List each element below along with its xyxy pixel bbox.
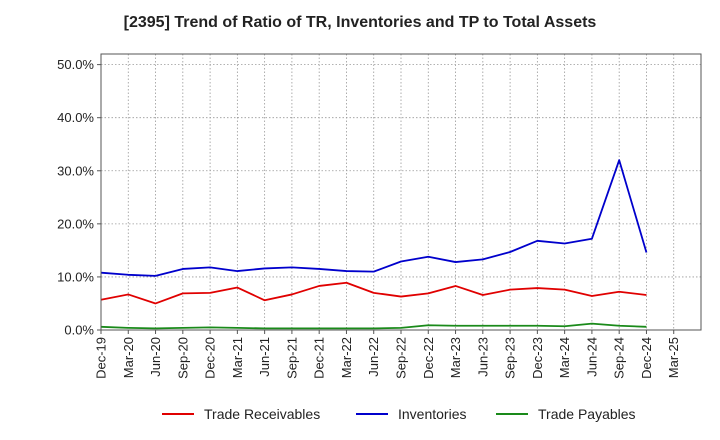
series-line-trade-receivables: [100, 281, 647, 305]
x-tick-label: Dec-19: [94, 337, 109, 379]
x-tick-label: Dec-22: [421, 337, 436, 379]
x-tick-label: Mar-22: [339, 337, 354, 378]
y-tick-label: 40.0%: [57, 110, 94, 125]
x-axis-ticks: Dec-19 Mar-20 Jun-20 Sep-20 Dec-20 Mar-21 Jun-…: [94, 330, 681, 379]
series-line-trade-payables: [100, 322, 647, 330]
x-tick-label: Sep-20: [175, 337, 190, 379]
plot-frame: [100, 53, 702, 331]
x-tick-label: Mar-25: [666, 337, 681, 378]
chart-title: [2395] Trend of Ratio of TR, Inventories…: [123, 14, 597, 31]
legend-label: Trade Payables: [538, 406, 636, 422]
x-tick-label: Jun-20: [148, 337, 163, 377]
x-tick-label: Jun-24: [584, 337, 599, 377]
x-tick-label: Mar-24: [557, 337, 572, 378]
x-tick-label: Sep-23: [503, 337, 518, 379]
x-tick-label: Dec-23: [530, 337, 545, 379]
legend: Trade Receivables Inventories Trade Payabl…: [162, 406, 636, 422]
x-tick-label: Sep-21: [284, 337, 299, 379]
grid-lines: [101, 54, 701, 330]
y-tick-label: 20.0%: [57, 216, 94, 231]
series-lines: [100, 159, 648, 330]
y-tick-label: 50.0%: [57, 57, 94, 72]
y-axis-ticks: 0.0% 10.0% 20.0% 30.0% 40.0% 50.0%: [57, 57, 101, 338]
y-tick-label: 10.0%: [57, 269, 94, 284]
legend-label: Inventories: [398, 406, 466, 422]
x-tick-label: Mar-23: [448, 337, 463, 378]
x-tick-label: Dec-24: [639, 337, 654, 379]
x-tick-label: Dec-21: [312, 337, 327, 379]
y-tick-label: 0.0%: [64, 323, 94, 338]
y-tick-label: 30.0%: [57, 163, 94, 178]
x-tick-label: Jun-22: [366, 337, 381, 377]
x-tick-label: Sep-22: [394, 337, 409, 379]
x-tick-label: Jun-23: [475, 337, 490, 377]
x-tick-label: Jun-21: [257, 337, 272, 377]
x-tick-label: Dec-20: [203, 337, 218, 379]
x-tick-label: Sep-24: [612, 337, 627, 379]
legend-label: Trade Receivables: [204, 406, 320, 422]
series-line-inventories: [100, 159, 648, 277]
x-tick-label: Mar-21: [230, 337, 245, 378]
x-tick-label: Mar-20: [121, 337, 136, 378]
